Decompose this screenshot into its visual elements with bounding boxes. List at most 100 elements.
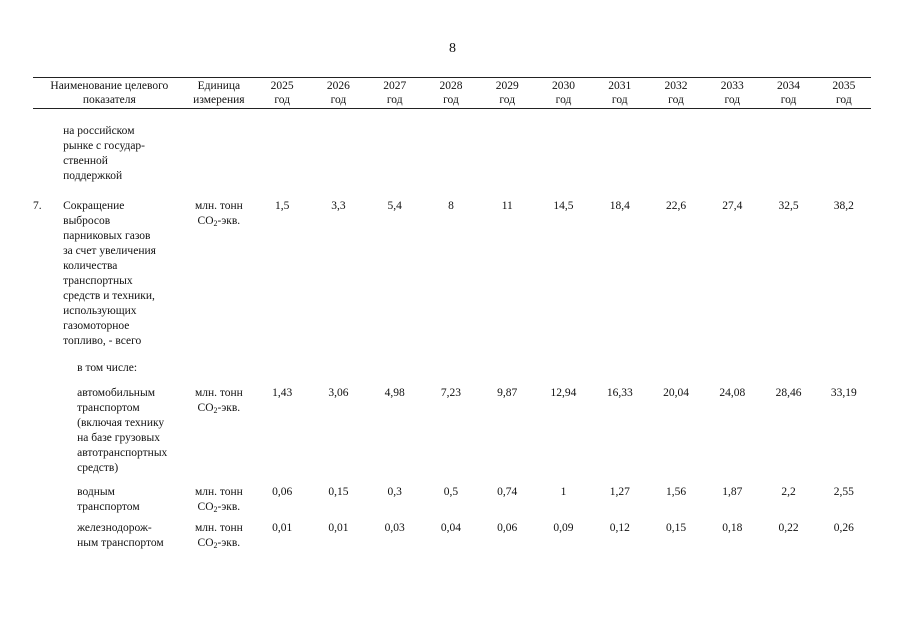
label-line: автомобильным [77,387,155,399]
label-line: выбросов [63,215,111,227]
header-year: 2027 год [366,77,423,109]
label-line: количества [63,260,118,272]
header-year-value: 2032 [664,80,688,92]
header-year: 2028 год [422,77,480,109]
header-year-suffix: год [611,94,628,106]
header-name-line: показателя [82,94,136,106]
table-row-intro: в том числе: [33,349,871,376]
header-year-suffix: год [555,94,572,106]
value-cell: 3,3 [331,200,346,212]
unit-line: млн. тонн [194,486,243,498]
label-line: за счет увеличения [63,245,156,257]
table-header: Наименование целевого показателя Единица… [33,77,871,109]
value-cell: 0,15 [665,522,687,534]
value-cell: 38,2 [833,200,854,212]
row-index-empty [33,376,63,476]
unit-line: млн. тонн [194,387,243,399]
value-cell: 12,94 [550,387,577,399]
header-year-value: 2025 [270,80,294,92]
header-year-value: 2027 [383,80,407,92]
label-line: Сокращение [63,200,125,212]
indicator-label: Сокращение выбросов парниковых газов за … [63,184,184,349]
label-line: парниковых газов [63,230,151,242]
header-year-value: 2030 [551,80,575,92]
label-line: водным [77,486,115,498]
subindicator-label: водным транспортом [63,476,184,515]
value-cell: 1,27 [609,486,630,498]
label-line: ным транспортом [77,537,164,549]
unit-line: млн. тонн [194,200,243,212]
value-cell: 1,87 [722,486,743,498]
value-cell: 0,12 [609,522,630,534]
unit-line: СО2-экв. [184,401,254,416]
unit-line: СО2-экв. [184,536,254,551]
unit-cell: млн. тонн СО2-экв. [184,184,254,349]
label-line: на российском [63,125,135,137]
value-cell: 16,33 [606,387,633,399]
header-year: 2025 год [254,77,311,109]
value-cell: 24,08 [719,387,746,399]
unit-subscript: 2 [213,406,218,415]
header-year-suffix: год [274,94,291,106]
header-year: 2035 год [816,77,871,109]
empty-cells [254,349,871,376]
value-cell: 32,5 [778,200,799,212]
value-cell: 2,55 [833,486,854,498]
label-line: транспортом [77,501,140,513]
value-cell: 0,01 [328,522,349,534]
value-cell: 0,01 [272,522,293,534]
header-year-suffix: год [668,94,684,106]
label-line: использующих [63,305,137,317]
header-unit: Единица измерения [183,77,255,109]
value-cell: 9,87 [497,387,518,399]
row-index-empty [33,349,63,376]
header-year-suffix: год [499,94,516,106]
subindicator-label: железнодорож- ным транспортом [63,515,184,551]
row-index-empty [33,109,63,185]
unit-subscript: 2 [213,505,218,514]
unit-co: СО [197,402,214,414]
header-year-value: 2029 [495,80,519,92]
value-cell: 0,22 [778,522,799,534]
row-index-empty [33,476,63,515]
header-year-suffix: год [330,94,347,106]
unit-rest: -экв. [217,501,241,513]
value-cell: 1,43 [272,387,293,399]
unit-rest: -экв. [217,402,241,414]
value-cell: 0,04 [440,522,462,534]
unit-line: СО2-экв. [184,214,254,229]
value-cell: 28,46 [775,387,802,399]
header-year: 2030 год [535,77,592,109]
header-year-suffix: год [443,94,459,106]
value-cell: 0,3 [387,486,402,498]
value-cell: 27,4 [722,200,743,212]
header-year-value: 2028 [439,80,463,92]
header-year-value: 2033 [720,80,744,92]
empty-cells [184,109,871,185]
unit-line: СО2-экв. [184,500,254,515]
label-line: средств и техники, [63,290,155,302]
header-year-suffix: год [386,94,403,106]
label-line: на базе грузовых [77,432,160,444]
label-line: (включая технику [77,417,165,429]
header-unit-line: измерения [193,94,245,106]
value-cell: 1,56 [665,486,687,498]
table-row-continuation: на российском рынке с государ- ственной … [33,109,871,185]
table-row-indicator-7: 7. Сокращение выбросов парниковых газов … [33,184,871,349]
subgroup-intro-label: в том числе: [77,362,138,374]
value-cell: 33,19 [830,387,857,399]
row-index-empty [33,515,63,551]
unit-cell: млн. тонн СО2-экв. [184,515,254,551]
header-year-suffix: год [835,94,852,106]
header-year: 2034 год [760,77,817,109]
target-indicators-table: Наименование целевого показателя Единица… [33,77,871,551]
value-cell: 0,26 [833,522,854,534]
label-line: ственной [63,155,108,167]
header-year: 2029 год [479,77,536,109]
unit-subscript: 2 [213,541,218,550]
label-line: транспортом [77,402,140,414]
unit-rest: -экв. [217,537,241,549]
subindicator-label: автомобильным транспортом (включая техни… [63,376,184,476]
unit-subscript: 2 [213,219,218,228]
header-name-line: Наименование целевого [50,80,169,92]
